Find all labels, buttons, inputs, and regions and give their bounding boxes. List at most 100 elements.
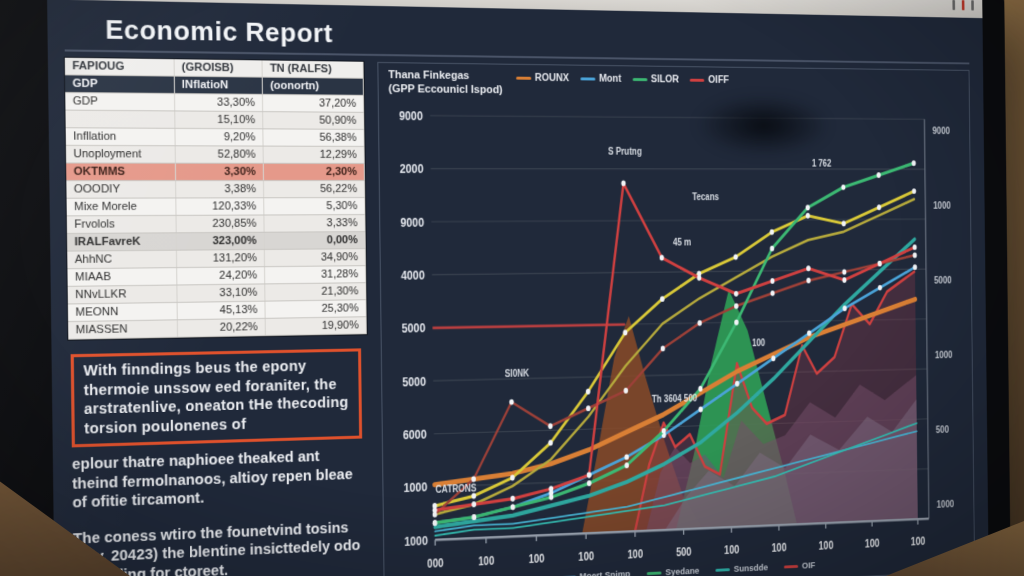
legend-item[interactable]: OIFF bbox=[690, 75, 729, 86]
metric-value: 37,20% bbox=[262, 94, 364, 113]
metric-value: 21,30% bbox=[264, 282, 366, 302]
column-header: GDP bbox=[65, 74, 175, 94]
metric-label: IRALFavreK bbox=[67, 232, 177, 252]
stats-table-body: GDP 33,30% 37,20% 15,10% 50,90% Infllation 9,2… bbox=[65, 92, 367, 340]
svg-text:100: 100 bbox=[752, 338, 766, 350]
legend-item[interactable]: SILOR bbox=[632, 74, 679, 85]
findings-notes: With finndings beus the epony thermoie u… bbox=[68, 346, 369, 576]
metric-label: Frvolols bbox=[66, 215, 176, 234]
legend-label: Sunsdde bbox=[733, 562, 769, 574]
metric-label: AhhNC bbox=[67, 250, 177, 269]
svg-text:500: 500 bbox=[936, 424, 949, 436]
svg-text:100: 100 bbox=[724, 543, 739, 556]
metric-label: OOODIY bbox=[66, 180, 176, 199]
legend-label: Syedane bbox=[665, 565, 700, 576]
metric-label: MEONN bbox=[67, 302, 178, 322]
svg-text:9000: 9000 bbox=[400, 214, 424, 229]
svg-text:Tecans: Tecans bbox=[692, 191, 719, 203]
legend-item[interactable]: ROUNX bbox=[515, 72, 570, 85]
svg-text:5000: 5000 bbox=[402, 373, 426, 389]
metric-label: OKTMMS bbox=[66, 162, 176, 181]
close-icon[interactable] bbox=[961, 0, 965, 10]
metric-value: 5,30% bbox=[263, 197, 365, 215]
svg-text:1000: 1000 bbox=[935, 349, 953, 361]
column-header: (GROISB) bbox=[173, 59, 263, 78]
svg-text:CATRONS: CATRONS bbox=[436, 483, 477, 496]
legend-label: ROUNX bbox=[534, 72, 570, 85]
svg-text:100: 100 bbox=[627, 548, 643, 561]
metric-value: 120,33% bbox=[175, 197, 265, 216]
metric-value: 24,20% bbox=[176, 266, 265, 286]
legend-label: Moert Snimp bbox=[579, 569, 631, 576]
metric-value: 33,10% bbox=[176, 283, 266, 303]
table-row: MIASSEN 20,22% 19,90% bbox=[68, 316, 367, 340]
metric-label: Mixe Morele bbox=[66, 197, 176, 216]
svg-text:6000: 6000 bbox=[403, 426, 427, 442]
table-row: OOODIY 3,38% 56,22% bbox=[66, 180, 365, 199]
metric-value: 25,30% bbox=[265, 299, 367, 319]
svg-text:1000: 1000 bbox=[403, 479, 427, 495]
metric-value: 3,38% bbox=[175, 180, 264, 198]
metric-value: 230,85% bbox=[175, 214, 265, 233]
left-panel: FAPIOUG (GROISB) TN (RALFS) GDP INflatio… bbox=[64, 57, 370, 576]
svg-text:Th 3604 500: Th 3604 500 bbox=[652, 392, 698, 405]
metric-value: 2,30% bbox=[263, 163, 365, 181]
minimize-icon[interactable] bbox=[952, 0, 956, 10]
metric-value: 52,80% bbox=[174, 145, 264, 164]
svg-text:100: 100 bbox=[578, 550, 594, 563]
metric-label: NNvLLKR bbox=[67, 285, 177, 304]
table-row: Mixe Morele 120,33% 5,30% bbox=[66, 197, 365, 216]
chart-title: Thana Finkegas (GPP Eccounicl Ispod) bbox=[388, 69, 503, 96]
metric-value: 12,29% bbox=[263, 146, 365, 164]
metric-value: 20,22% bbox=[177, 318, 266, 338]
metric-label: Unoployment bbox=[65, 145, 176, 164]
svg-text:100: 100 bbox=[911, 535, 926, 548]
legend-swatch bbox=[690, 78, 705, 82]
finding-paragraph: eplour thatre naphioee theaked ant thein… bbox=[71, 449, 353, 512]
svg-text:SI0NK: SI0NK bbox=[505, 367, 530, 379]
metric-value: 323,00% bbox=[175, 232, 265, 251]
chart-area: 9000 2000 9000 4000 5000 5000 6000 1000 1000 9000… bbox=[389, 93, 966, 576]
metric-value: 9,20% bbox=[174, 128, 264, 147]
metric-value: 33,30% bbox=[174, 93, 263, 112]
column-header: FAPIOUG bbox=[64, 57, 175, 77]
metric-value: 131,20% bbox=[176, 249, 265, 268]
legend-item[interactable]: Moert Snimp bbox=[560, 569, 631, 576]
metric-value: 56,38% bbox=[262, 128, 365, 147]
legend-label: OIFF bbox=[708, 75, 729, 86]
svg-text:5000: 5000 bbox=[934, 275, 952, 286]
metric-label: MIASSEN bbox=[68, 319, 178, 340]
legend-item[interactable]: OIF bbox=[784, 560, 815, 571]
svg-text:45 m: 45 m bbox=[673, 236, 691, 248]
metric-label bbox=[65, 110, 175, 129]
highlighted-finding-box: With finndings beus the epony thermoie u… bbox=[70, 348, 363, 448]
table-row: GDP 33,30% 37,20% bbox=[65, 92, 364, 113]
column-header: INflatioN bbox=[174, 76, 263, 95]
legend-item[interactable]: Syedane bbox=[646, 565, 700, 576]
table-row: Infllation 9,20% 56,38% bbox=[65, 127, 365, 147]
metric-value: 31,28% bbox=[264, 265, 366, 284]
chart-panel: Thana Finkegas (GPP Eccounicl Ispod) ROU… bbox=[377, 61, 976, 576]
metric-value: 34,90% bbox=[264, 248, 366, 267]
svg-text:1000: 1000 bbox=[937, 498, 955, 510]
svg-text:100: 100 bbox=[818, 539, 833, 552]
metric-value: 3,33% bbox=[264, 214, 366, 233]
svg-text:9000: 9000 bbox=[399, 107, 423, 122]
metric-value: 45,13% bbox=[176, 301, 266, 320]
svg-text:500: 500 bbox=[676, 545, 692, 558]
legend-swatch bbox=[515, 76, 532, 80]
svg-text:100: 100 bbox=[772, 541, 787, 554]
svg-text:1000: 1000 bbox=[404, 532, 428, 548]
maximize-icon[interactable] bbox=[971, 0, 974, 11]
table-row: Frvolols 230,85% 3,33% bbox=[66, 214, 366, 234]
legend-item[interactable]: Sunsdde bbox=[715, 562, 769, 575]
economic-chart: 9000 2000 9000 4000 5000 5000 6000 1000 1000 9000… bbox=[399, 107, 955, 570]
chart-top-legend: ROUNX Mont SILOR OIFF bbox=[515, 71, 729, 86]
legend-item[interactable]: Mont bbox=[580, 73, 621, 85]
svg-text:100: 100 bbox=[478, 554, 494, 568]
dashboard: Economic Report FAPIOUG (GROISB) TN (RAL bbox=[47, 0, 989, 576]
svg-text:100: 100 bbox=[865, 537, 880, 550]
screen: Louticetinic Report linristats. Economic… bbox=[46, 0, 990, 576]
